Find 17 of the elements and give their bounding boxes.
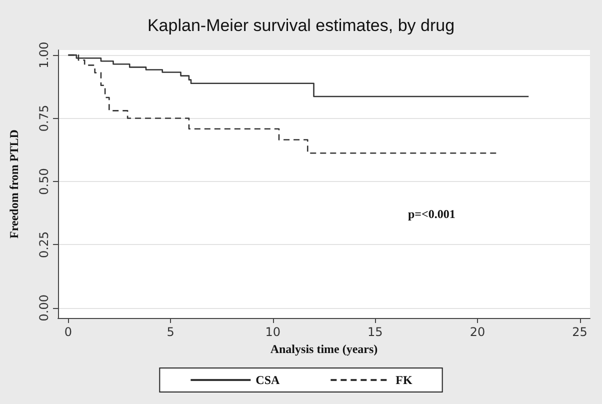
x-tick-label: 10 xyxy=(265,325,280,339)
y-tick-label: 1.00 xyxy=(37,42,51,68)
y-tick-label: 0.00 xyxy=(37,294,51,322)
x-tick-label: 0 xyxy=(64,325,72,339)
y-tick-label: 0.25 xyxy=(37,231,51,258)
x-tick-label: 20 xyxy=(470,325,486,339)
x-tick-label: 25 xyxy=(572,325,588,339)
legend-label: FK xyxy=(396,373,413,387)
x-tick-label: 15 xyxy=(368,325,383,339)
annotation: p=<0.001 xyxy=(408,207,456,221)
legend-label: CSA xyxy=(256,373,280,387)
x-tick-label: 5 xyxy=(166,325,174,339)
y-tick-label: 0.75 xyxy=(37,104,51,132)
x-axis-title: Analysis time (years) xyxy=(270,342,378,356)
y-axis-title: Freedom from PTLD xyxy=(7,129,21,238)
y-tick-label: 0.50 xyxy=(37,168,51,195)
chart-title: Kaplan-Meier survival estimates, by drug xyxy=(147,16,455,35)
